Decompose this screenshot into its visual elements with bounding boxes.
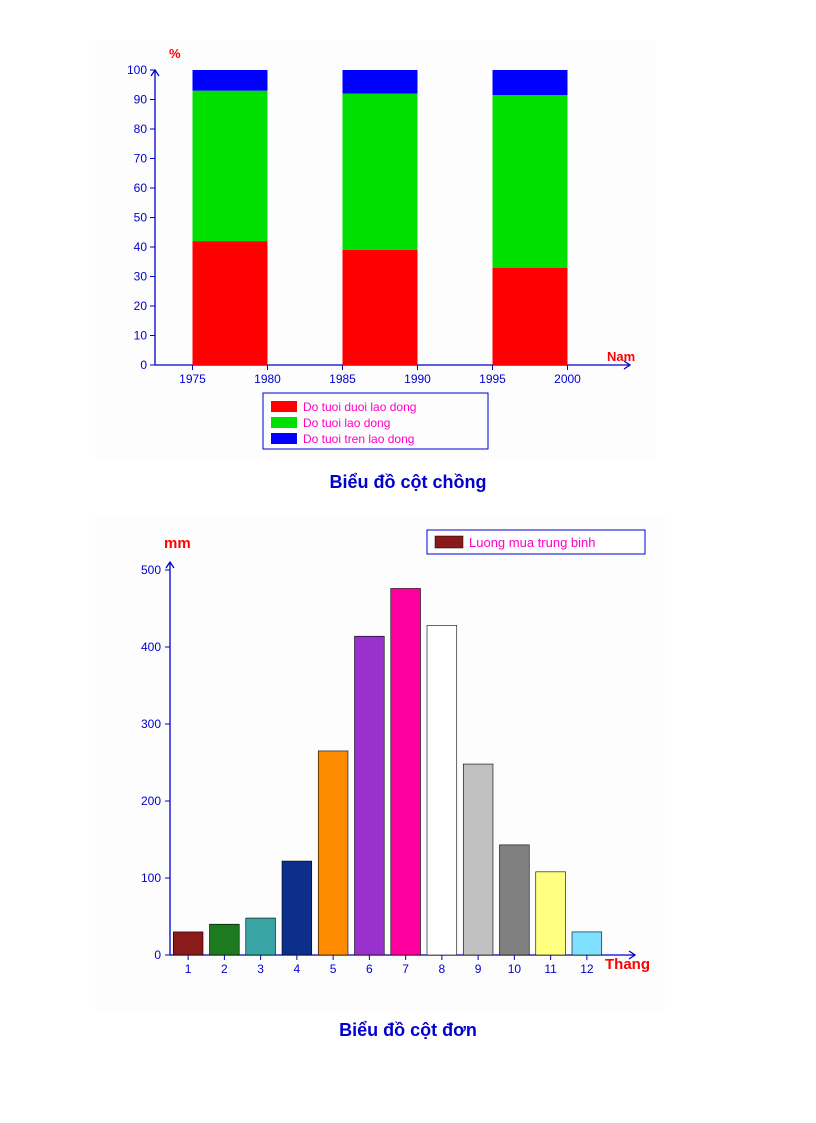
stacked-bar-svg: % 0 10 20 30 40 50 60 70 80 90 100 1975 1980 1985 1990 1…	[95, 40, 655, 460]
svg-text:8: 8	[439, 962, 446, 976]
svg-text:40: 40	[134, 240, 148, 254]
svg-text:1990: 1990	[404, 372, 431, 386]
svg-text:Do tuoi tren lao dong: Do tuoi tren lao dong	[303, 432, 414, 446]
svg-text:90: 90	[134, 93, 148, 107]
svg-text:400: 400	[141, 640, 161, 654]
svg-text:60: 60	[134, 181, 148, 195]
svg-text:200: 200	[141, 794, 161, 808]
svg-text:mm: mm	[164, 535, 191, 552]
svg-text:2000: 2000	[554, 372, 581, 386]
svg-text:1: 1	[185, 962, 192, 976]
svg-text:Do tuoi duoi lao dong: Do tuoi duoi lao dong	[303, 400, 416, 414]
svg-text:0: 0	[154, 948, 161, 962]
svg-text:7: 7	[402, 962, 409, 976]
bar-chart-svg: mmLuong mua trung binh010020030040050012…	[95, 515, 665, 1010]
svg-text:Do tuoi lao dong: Do tuoi lao dong	[303, 416, 390, 430]
svg-text:50: 50	[134, 211, 148, 225]
svg-text:10: 10	[508, 962, 522, 976]
svg-text:3: 3	[257, 962, 264, 976]
svg-text:5: 5	[330, 962, 337, 976]
svg-text:10: 10	[134, 329, 148, 343]
svg-text:100: 100	[141, 871, 161, 885]
svg-text:%: %	[169, 46, 181, 61]
stacked-bar-chart: % 0 10 20 30 40 50 60 70 80 90 100 1975 1980 1985 1990 1…	[95, 40, 655, 460]
svg-text:0: 0	[140, 358, 147, 372]
svg-text:1980: 1980	[254, 372, 281, 386]
svg-text:500: 500	[141, 563, 161, 577]
svg-text:2: 2	[221, 962, 228, 976]
svg-text:Thang: Thang	[605, 956, 650, 973]
svg-text:30: 30	[134, 270, 148, 284]
svg-text:9: 9	[475, 962, 482, 976]
svg-text:300: 300	[141, 717, 161, 731]
svg-text:80: 80	[134, 122, 148, 136]
svg-text:20: 20	[134, 299, 148, 313]
svg-text:1995: 1995	[479, 372, 506, 386]
svg-text:1985: 1985	[329, 372, 356, 386]
svg-text:6: 6	[366, 962, 373, 976]
chart2-caption: Biểu đồ cột đơn	[0, 1020, 816, 1041]
svg-text:12: 12	[580, 962, 594, 976]
chart1-caption: Biểu đồ cột chồng	[0, 472, 816, 493]
svg-text:70: 70	[134, 152, 148, 166]
svg-text:11: 11	[544, 962, 557, 976]
svg-text:Nam: Nam	[607, 349, 635, 364]
svg-text:100: 100	[127, 63, 147, 77]
bar-chart: mmLuong mua trung binh010020030040050012…	[95, 515, 665, 1010]
svg-text:1975: 1975	[179, 372, 206, 386]
svg-text:Luong mua trung binh: Luong mua trung binh	[469, 535, 595, 550]
svg-text:4: 4	[294, 962, 301, 976]
